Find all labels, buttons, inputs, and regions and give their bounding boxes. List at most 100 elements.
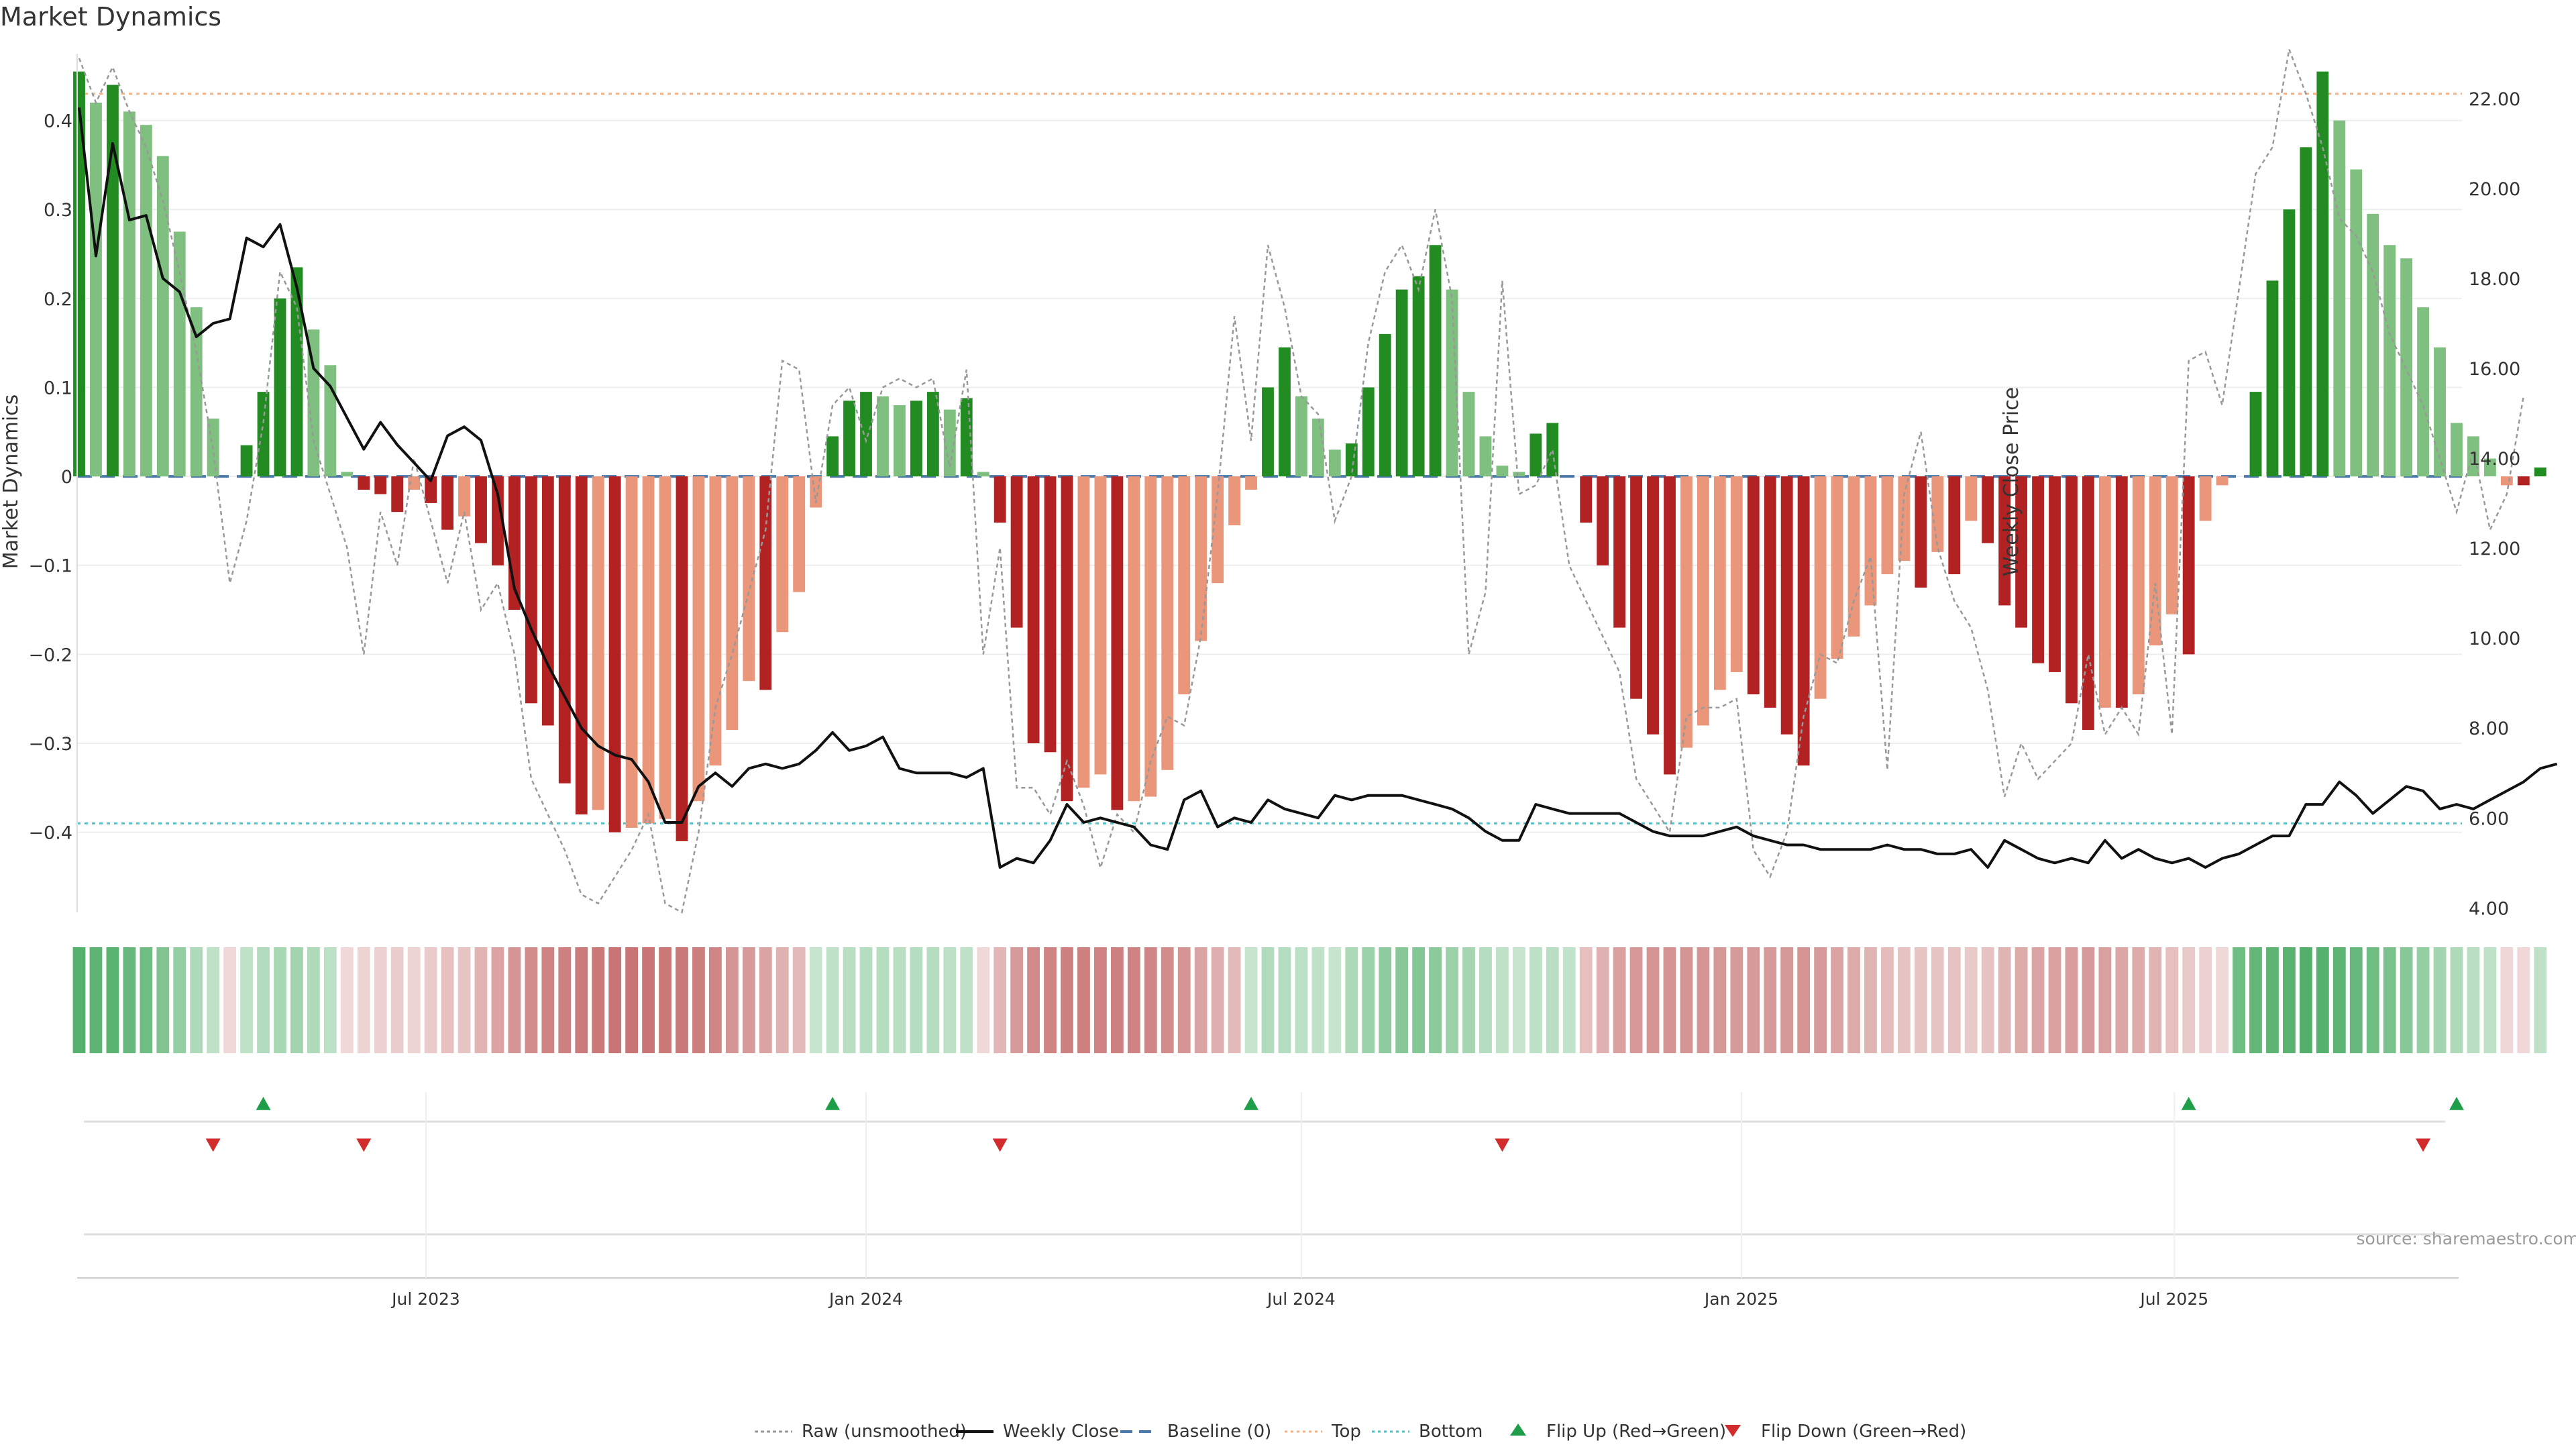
md-bar (575, 476, 588, 815)
x-tick-label: Jul 2024 (1266, 1289, 1336, 1309)
heat-cell (926, 947, 940, 1053)
heat-cell (1044, 947, 1057, 1053)
heat-cell (541, 947, 555, 1053)
heat-cell (458, 947, 471, 1053)
md-bar (793, 476, 806, 592)
flip-up-marker (256, 1097, 271, 1110)
heat-cell (876, 947, 890, 1053)
md-bar (1479, 436, 1492, 477)
flip-up-marker (2449, 1097, 2464, 1110)
md-bar (960, 398, 973, 477)
heat-cell (1897, 947, 1911, 1053)
md-bar (1212, 476, 1224, 584)
heat-cell (2316, 947, 2329, 1053)
md-bar (776, 476, 789, 633)
md-bar (1780, 476, 1793, 735)
heat-cell (826, 947, 839, 1053)
heat-cell (2216, 947, 2229, 1053)
md-bar (1228, 476, 1241, 526)
heat-cell (575, 947, 588, 1053)
md-bar (1982, 476, 1994, 543)
y-tick-label: 0.4 (44, 111, 72, 132)
flip-down-marker (2416, 1138, 2431, 1152)
heat-cell (759, 947, 772, 1053)
heat-cell (2467, 947, 2480, 1053)
heat-cell (1462, 947, 1475, 1053)
md-bar (190, 307, 203, 477)
legend-label: Weekly Close (1003, 1421, 1119, 1442)
heat-cell (1244, 947, 1258, 1053)
heat-cell (72, 947, 86, 1053)
legend-item: Top (1285, 1421, 1361, 1442)
md-bar (977, 472, 989, 477)
heat-cell (1780, 947, 1794, 1053)
md-bar (1245, 476, 1257, 490)
legend-item: Flip Up (Red→Green) (1510, 1421, 1726, 1442)
heat-cell (2283, 947, 2296, 1053)
legend-label: Flip Up (Red→Green) (1546, 1421, 1726, 1442)
md-bar (274, 298, 286, 477)
md-bar (2316, 71, 2329, 477)
raw-line (78, 46, 2525, 914)
heat-cell (1713, 947, 1727, 1053)
md-bar (1680, 476, 1693, 748)
md-bar (1948, 476, 1961, 574)
legend-item: Weekly Close (956, 1421, 1119, 1442)
md-bar (1412, 276, 1425, 477)
md-bar (2216, 476, 2229, 486)
md-bar (2517, 476, 2530, 486)
md-bar (2434, 347, 2446, 477)
flip-down-marker (992, 1138, 1008, 1152)
flip-up-marker (825, 1097, 841, 1110)
md-bar (2049, 476, 2061, 672)
heat-cell (2132, 947, 2145, 1053)
md-bar (290, 267, 303, 477)
md-bar (860, 392, 872, 477)
md-bar (558, 476, 571, 784)
md-bar (374, 476, 387, 494)
heat-cell (123, 947, 136, 1053)
y-tick-label: 0.1 (44, 378, 72, 398)
heat-cell (1881, 947, 1894, 1053)
md-bar (2483, 458, 2496, 477)
md-bar (1513, 472, 1525, 477)
heat-cell (1479, 947, 1492, 1053)
raw-series (78, 46, 2525, 914)
y2-tick-label: 6.00 (2469, 808, 2509, 829)
heat-cell (240, 947, 253, 1053)
heat-cell (1311, 947, 1325, 1053)
heat-cell (1362, 947, 1375, 1053)
md-bar (1797, 476, 1810, 766)
heat-cell (1446, 947, 1458, 1053)
md-bar (1998, 476, 2011, 606)
heat-cell (859, 947, 873, 1053)
md-bar (1362, 387, 1375, 477)
heat-cell (474, 947, 488, 1053)
md-bar (2500, 476, 2513, 486)
md-bar (2300, 147, 2312, 477)
md-bar (458, 476, 470, 517)
flip-up-marker (1244, 1097, 1259, 1110)
md-bar (1161, 476, 1174, 770)
heat-cell (608, 947, 622, 1053)
heat-cell (1010, 947, 1024, 1053)
legend-swatch-flip-up (1510, 1424, 1526, 1436)
heat-cell (1077, 947, 1090, 1053)
heat-cell (775, 947, 789, 1053)
heat-cell (1847, 947, 1860, 1053)
heat-cell (843, 947, 856, 1053)
heat-cell (1278, 947, 1291, 1053)
heat-cell (2065, 947, 2078, 1053)
y-axis-right: 22.00 20.00 18.00 16.00 14.00 12.00 10.00 8.00 6… (2469, 89, 2520, 919)
heat-cell (1144, 947, 1157, 1053)
legend-label: Raw (unsmoothed) (802, 1421, 967, 1442)
flip-down-marker (356, 1138, 372, 1152)
heat-cell (1194, 947, 1208, 1053)
heat-cell (893, 947, 906, 1053)
heat-cell (2500, 947, 2514, 1053)
heat-cell (809, 947, 822, 1053)
heat-cell (910, 947, 923, 1053)
heat-cell (2115, 947, 2129, 1053)
md-bar (173, 231, 186, 477)
